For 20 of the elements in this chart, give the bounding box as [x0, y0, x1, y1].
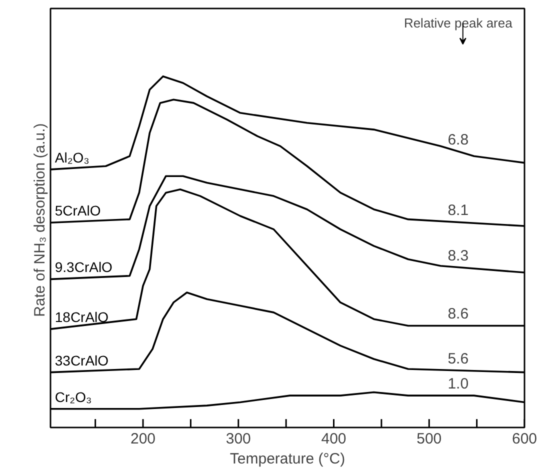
series-label: Al₂O₃	[54, 149, 90, 166]
series-label: 33CrAlO	[54, 352, 109, 368]
annotation: 8.6	[448, 306, 469, 323]
series-label: 9.3CrAlO	[54, 259, 113, 276]
x-axis-title: Temperature (°C)	[230, 450, 346, 468]
annotation: 8.3	[448, 247, 469, 264]
annotation: 6.8	[448, 131, 469, 148]
series-label: Cr₂O₃	[54, 388, 92, 405]
annotation: 8.1	[448, 202, 469, 220]
x-tick-label: 300	[226, 430, 251, 448]
annotation: 5.6	[448, 350, 469, 368]
x-tick-label: 600	[512, 430, 538, 448]
text: Relative peak area	[404, 16, 514, 30]
x-tick-label: 500	[416, 430, 442, 448]
x-tick-label: 400	[321, 430, 346, 448]
annotation: 1.0	[448, 376, 469, 393]
series-label: 5CrAlO	[54, 202, 101, 219]
x-tick-label: 200	[130, 430, 156, 448]
series-label: 18CrAlO	[54, 309, 109, 326]
y-axis-title: Rate of NH₃ desorption (a.u.)	[32, 123, 48, 317]
